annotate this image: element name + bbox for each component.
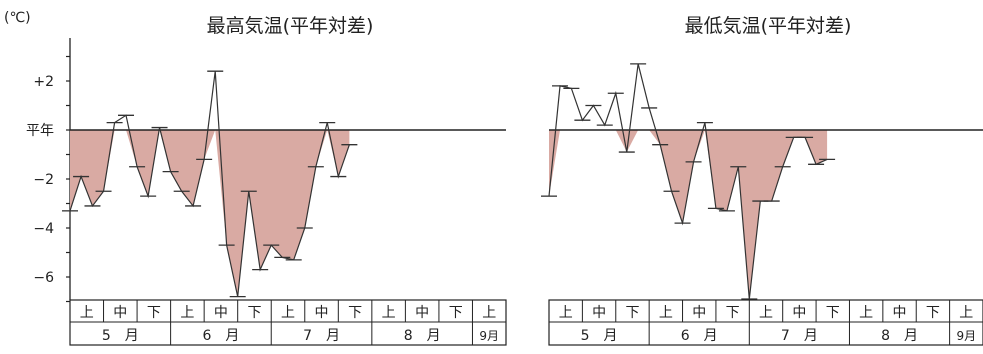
dekad-label: 上 <box>959 305 973 321</box>
dekad-label: 下 <box>726 305 740 321</box>
min-temperature-chart: 最低気温(平年対差) 上 中 下 上 中 下 上 中 下 上 中 下 上 5 月 6 月 7 月 8 月 9月 <box>541 15 983 346</box>
dekad-label: 下 <box>147 305 161 321</box>
dekad-label: 上 <box>759 305 773 321</box>
dekad-label: 上 <box>382 305 396 321</box>
chart-title: 最高気温(平年対差) <box>207 15 374 37</box>
dekad-label: 中 <box>792 305 806 321</box>
series-line <box>69 71 350 297</box>
dekad-label: 中 <box>214 305 228 321</box>
y-tick-label: +2 <box>33 74 54 90</box>
month-label: 7 月 <box>781 328 818 344</box>
dekad-label: 上 <box>659 305 673 321</box>
y-tick-label: −6 <box>33 270 54 286</box>
month-label: 7 月 <box>303 328 340 344</box>
dekad-label: 中 <box>893 305 907 321</box>
dekad-label: 上 <box>859 305 873 321</box>
dekad-label: 中 <box>315 305 329 321</box>
dekad-label: 上 <box>180 305 194 321</box>
month-label: 6 月 <box>202 328 239 344</box>
series-line <box>548 63 828 300</box>
unit-label: (℃) <box>4 10 31 26</box>
month-label: 6 月 <box>681 328 718 344</box>
dekad-label: 上 <box>281 305 295 321</box>
y-tick-label: 平年 <box>26 123 54 139</box>
dekad-label: 下 <box>247 305 261 321</box>
month-label: 8 月 <box>881 328 918 344</box>
dekad-label: 中 <box>415 305 429 321</box>
dekad-label: 下 <box>926 305 940 321</box>
month-label: 9月 <box>956 329 976 343</box>
dekad-label: 上 <box>80 305 94 321</box>
month-label: 5 月 <box>102 328 139 344</box>
deficit-area <box>70 130 350 297</box>
dekad-label: 下 <box>348 305 362 321</box>
dekad-label: 中 <box>113 305 127 321</box>
dekad-label: 下 <box>449 305 463 321</box>
month-label: 9月 <box>479 329 499 343</box>
deficit-area <box>549 130 828 300</box>
chart-title: 最低気温(平年対差) <box>685 15 852 37</box>
dekad-label: 上 <box>482 305 496 321</box>
dekad-label: 中 <box>692 305 706 321</box>
y-axis-tick-labels: +2 平年 −2 −4 −6 <box>26 74 54 286</box>
dekad-label: 上 <box>559 305 573 321</box>
month-label: 5 月 <box>581 328 618 344</box>
dekad-label: 下 <box>826 305 840 321</box>
month-label: 8 月 <box>404 328 441 344</box>
dekad-label: 下 <box>625 305 639 321</box>
max-temperature-chart: 最高気温(平年対差) 上 中 下 上 中 下 上 中 下 上 中 下 上 5 月 6 月 7 月 8 月 9月 <box>62 15 507 346</box>
y-tick-label: −4 <box>33 221 54 237</box>
y-tick-label: −2 <box>33 172 54 188</box>
dekad-label: 中 <box>592 305 606 321</box>
